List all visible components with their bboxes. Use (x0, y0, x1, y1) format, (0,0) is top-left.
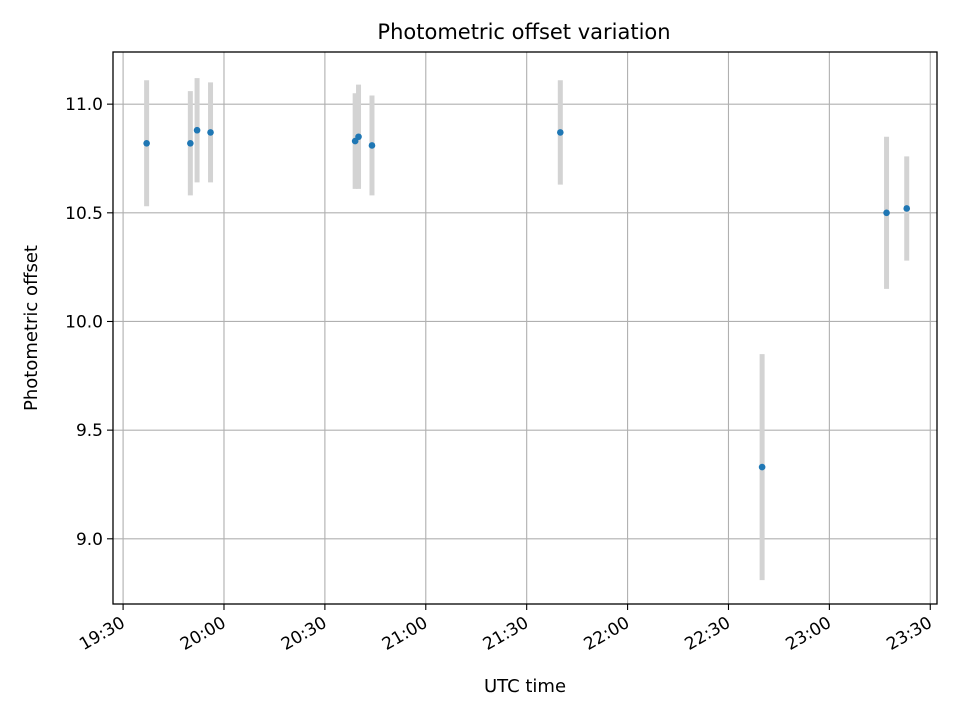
y-axis-label: Photometric offset (21, 245, 42, 411)
plot-area (112, 51, 938, 605)
y-tick-label: 9.0 (76, 530, 103, 550)
data-point (143, 139, 150, 147)
data-point (207, 129, 214, 136)
plot-frame (112, 51, 938, 605)
data-point (193, 126, 201, 134)
data-point (368, 142, 376, 149)
data-point (883, 209, 890, 217)
y-axis: 9.0 9.5 10.0 10.5 11.0 (65, 95, 113, 550)
data-point (187, 139, 194, 147)
chart-title: Photometric offset variation (377, 20, 670, 44)
x-axis-label: UTC time (484, 676, 566, 697)
grid (113, 52, 937, 604)
y-tick-label: 9.5 (76, 421, 103, 441)
data-point (903, 205, 911, 212)
plot-background (113, 52, 937, 604)
data-points (143, 126, 911, 471)
y-tick-label: 10.5 (65, 204, 103, 224)
data-point (557, 129, 564, 136)
y-tick-label: 10.0 (65, 312, 103, 332)
data-point (758, 463, 766, 471)
y-tick-label: 11.0 (65, 95, 103, 115)
data-point (355, 133, 362, 141)
